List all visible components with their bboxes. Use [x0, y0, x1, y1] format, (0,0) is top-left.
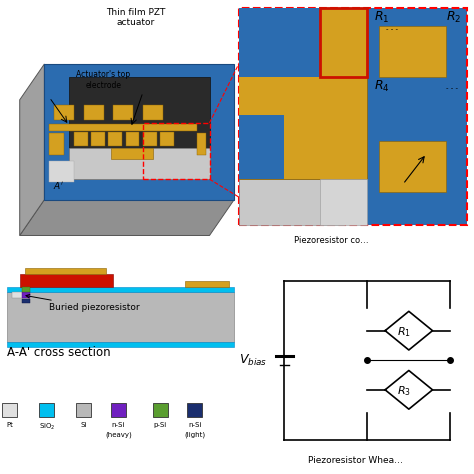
Bar	[25, 268, 106, 274]
Text: Thin film PZT
actuator: Thin film PZT actuator	[106, 8, 165, 27]
Bar	[8, 342, 234, 347]
Polygon shape	[239, 115, 284, 179]
Text: Piezoresistor Whea…: Piezoresistor Whea…	[308, 456, 403, 465]
Text: Buried piezoresistor: Buried piezoresistor	[26, 294, 140, 312]
Bar	[2, 403, 17, 417]
Bar	[20, 274, 113, 287]
Text: Piezoresistor co…: Piezoresistor co…	[294, 236, 369, 245]
Text: p-Si: p-Si	[154, 422, 167, 428]
Text: $R_1$: $R_1$	[397, 325, 411, 339]
Text: (heavy): (heavy)	[105, 432, 132, 438]
Polygon shape	[20, 64, 45, 236]
Bar	[113, 105, 133, 120]
Polygon shape	[69, 77, 210, 179]
Bar	[54, 105, 74, 120]
Bar	[22, 299, 30, 303]
Bar	[185, 281, 229, 287]
Polygon shape	[111, 148, 153, 159]
Polygon shape	[239, 77, 367, 115]
Text: - - -: - - -	[386, 26, 398, 32]
Bar	[12, 292, 23, 298]
Bar	[8, 287, 234, 292]
Bar	[109, 132, 122, 146]
Text: $A'$: $A'$	[53, 181, 64, 191]
Text: Si: Si	[81, 422, 87, 428]
Bar	[22, 292, 30, 298]
Bar	[143, 132, 156, 146]
Bar	[187, 403, 202, 417]
Polygon shape	[45, 64, 234, 200]
Text: SiO$_2$: SiO$_2$	[38, 422, 55, 432]
Bar	[22, 287, 30, 292]
Text: $R_3$: $R_3$	[397, 384, 411, 398]
Text: Actuator's top
electrode: Actuator's top electrode	[76, 70, 130, 90]
Text: - - -: - - -	[446, 84, 457, 91]
Bar	[379, 141, 446, 192]
Bar	[126, 132, 139, 146]
Bar	[84, 105, 103, 120]
Bar	[111, 403, 126, 417]
Text: n-Si: n-Si	[111, 422, 125, 428]
Text: A-A' cross section: A-A' cross section	[8, 346, 111, 359]
Bar	[320, 179, 367, 225]
Bar	[379, 26, 446, 77]
Bar	[143, 123, 210, 179]
Polygon shape	[69, 148, 210, 179]
Bar	[49, 133, 64, 155]
Polygon shape	[239, 8, 367, 179]
Bar	[74, 132, 88, 146]
Text: $R_2$: $R_2$	[446, 9, 461, 25]
Polygon shape	[239, 8, 320, 77]
Bar	[197, 133, 206, 155]
Polygon shape	[20, 200, 234, 236]
Bar	[91, 132, 105, 146]
Text: $V_{bias}$: $V_{bias}$	[239, 353, 268, 368]
Text: $R_4$: $R_4$	[374, 79, 390, 94]
Bar	[239, 8, 467, 225]
Bar	[160, 132, 174, 146]
Text: n-Si: n-Si	[188, 422, 201, 428]
Bar	[153, 403, 168, 417]
Bar	[8, 292, 234, 342]
Text: Pt: Pt	[7, 422, 13, 428]
Polygon shape	[239, 179, 344, 225]
Bar	[49, 161, 74, 182]
Bar	[49, 124, 197, 130]
Bar	[143, 105, 163, 120]
Bar	[39, 403, 54, 417]
Bar	[239, 8, 467, 225]
Text: (light): (light)	[184, 432, 205, 438]
Text: $R_1$: $R_1$	[374, 9, 390, 25]
Bar	[76, 403, 91, 417]
